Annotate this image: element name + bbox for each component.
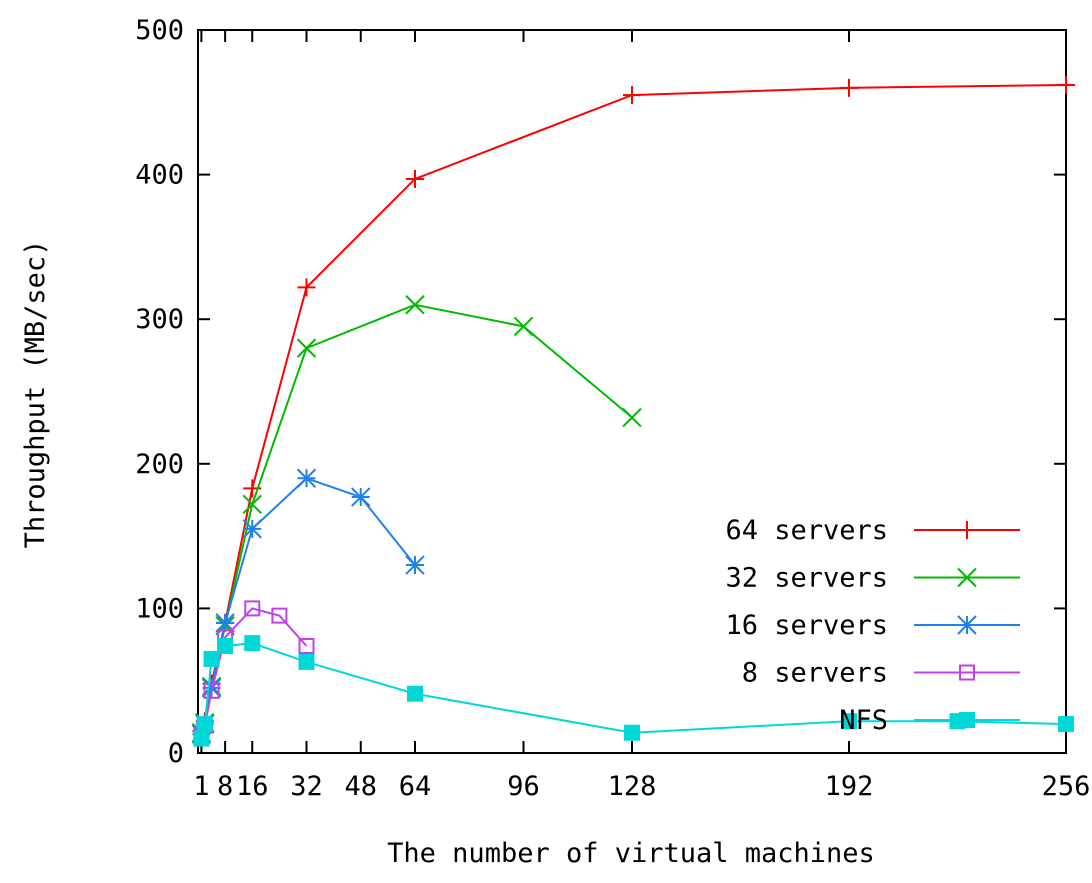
data-point	[203, 651, 220, 668]
legend-marker	[958, 521, 976, 539]
data-point	[841, 713, 857, 730]
y-tick-label: 400	[135, 160, 184, 191]
data-point	[242, 519, 262, 539]
legend-entry-32-servers: 32 servers	[725, 563, 1020, 594]
series-line	[200, 303, 633, 734]
data-point	[405, 295, 425, 315]
data-point	[624, 724, 640, 741]
series-64-servers	[192, 75, 1075, 741]
y-tick-label: 300	[135, 304, 184, 335]
data-point	[298, 653, 315, 670]
legend-entry-nfs: NFS	[839, 705, 1020, 736]
x-tick-label: 32	[290, 771, 323, 802]
legend-entry-8-servers: 8 servers	[742, 658, 1020, 689]
data-point	[271, 607, 288, 624]
legend: 64 servers 32 servers 16 servers 8 servers N…	[725, 515, 1020, 736]
data-point	[840, 78, 858, 97]
y-axis-title: Throughput (MB/sec)	[20, 240, 51, 549]
x-tick-label: 8	[217, 771, 233, 802]
data-point	[1058, 716, 1074, 733]
legend-entry-16-servers: 16 servers	[725, 610, 1020, 641]
data-point	[407, 685, 423, 702]
legend-marker	[959, 712, 975, 728]
legend-label: 16 servers	[725, 610, 888, 641]
data-point	[351, 487, 371, 507]
plot-frame	[197, 29, 1067, 754]
data-point	[405, 555, 425, 575]
y-tick-label: 100	[135, 593, 184, 624]
x-tick-label: 96	[507, 771, 540, 802]
series-line	[200, 83, 1067, 732]
x-tick-label: 64	[399, 771, 432, 802]
series-32-servers	[191, 295, 642, 743]
series-16-servers	[191, 468, 425, 744]
x-tick-label: 48	[344, 771, 377, 802]
y-tick-label: 500	[135, 15, 184, 46]
legend-label: 64 servers	[725, 515, 888, 546]
data-point	[203, 682, 220, 699]
data-point	[623, 86, 641, 105]
y-axis-ticks: 0 100 200 300 400 500	[135, 15, 1066, 769]
x-axis-title: The number of virtual machines	[387, 838, 875, 869]
series-nfs	[193, 635, 1074, 747]
data-point	[217, 637, 234, 654]
data-point	[244, 600, 261, 617]
data-point	[1057, 75, 1075, 94]
y-tick-label: 200	[135, 449, 184, 480]
data-point	[298, 637, 315, 654]
legend-label: 32 servers	[725, 563, 888, 594]
x-axis-ticks: 1 8 16 32 48 64 96 128 192 256	[193, 30, 1090, 802]
series-line	[200, 607, 308, 736]
data-point	[297, 278, 316, 297]
legend-label: 8 servers	[742, 658, 888, 689]
series-line	[200, 642, 1067, 739]
plot-border	[197, 29, 1067, 754]
x-tick-label: 1	[193, 771, 209, 802]
x-tick-label: 192	[825, 771, 874, 802]
series-line	[200, 477, 416, 735]
data-point	[296, 338, 317, 358]
data-point	[242, 494, 262, 514]
data-point	[244, 635, 261, 652]
legend-entry-64-servers: 64 servers	[725, 515, 1020, 546]
data-point	[196, 716, 213, 733]
legend-marker	[957, 615, 977, 635]
series-layer	[191, 75, 1075, 747]
legend-marker	[959, 664, 975, 681]
data-point	[406, 169, 424, 188]
x-tick-label: 16	[236, 771, 269, 802]
y-tick-label: 0	[168, 738, 184, 769]
x-tick-label: 256	[1042, 771, 1091, 802]
legend-label: NFS	[839, 705, 888, 736]
data-point	[193, 730, 210, 747]
x-tick-label: 128	[608, 771, 657, 802]
legend-marker	[957, 567, 977, 588]
data-point	[296, 468, 317, 488]
data-point	[215, 613, 235, 633]
data-point	[622, 407, 642, 428]
data-point	[513, 316, 534, 337]
